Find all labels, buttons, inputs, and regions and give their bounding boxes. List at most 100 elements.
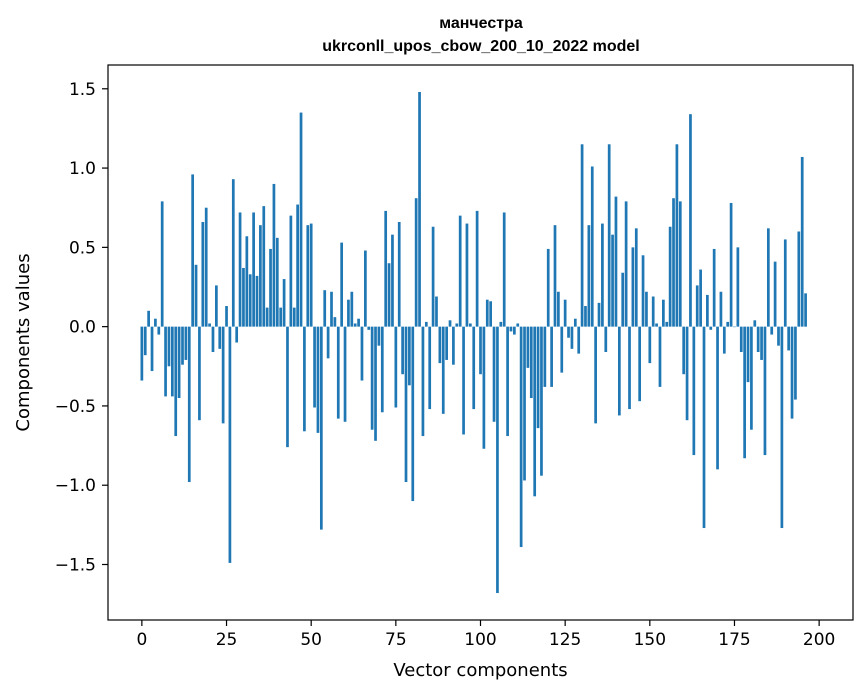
bar-57 — [333, 317, 337, 327]
y-tick-label: 1.5 — [69, 80, 96, 100]
bar-173 — [726, 321, 730, 327]
x-tick-label: 175 — [718, 630, 750, 650]
bar-32 — [248, 274, 252, 327]
bar-83 — [421, 326, 425, 437]
bar-34 — [255, 275, 259, 327]
bar-128 — [573, 318, 577, 327]
bar-175 — [733, 326, 736, 328]
bar-114 — [526, 326, 530, 368]
bar-106 — [499, 321, 503, 327]
bar-154 — [662, 299, 665, 327]
bar-16 — [194, 264, 198, 327]
bar-164 — [695, 285, 699, 327]
bar-86 — [431, 226, 435, 327]
bar-91 — [448, 320, 452, 327]
bar-156 — [668, 226, 672, 327]
bar-176 — [736, 247, 740, 327]
bar-23 — [218, 326, 222, 349]
bar-174 — [729, 202, 733, 327]
bar-152 — [655, 323, 658, 327]
bar-59 — [340, 242, 344, 327]
bar-137 — [604, 326, 608, 353]
bar-78 — [404, 326, 408, 483]
bar-17 — [198, 326, 201, 421]
bar-85 — [428, 326, 432, 410]
bar-122 — [553, 225, 557, 327]
bar-125 — [563, 299, 567, 327]
bar-120 — [546, 248, 550, 327]
bar-79 — [408, 326, 411, 386]
bar-155 — [665, 321, 669, 327]
bar-97 — [468, 323, 472, 327]
bar-148 — [641, 255, 645, 327]
bar-108 — [506, 326, 509, 437]
bar-5 — [157, 326, 161, 335]
bar-180 — [750, 326, 753, 430]
bar-93 — [455, 323, 459, 327]
x-axis-label: Vector components — [393, 660, 567, 681]
bar-62 — [350, 291, 354, 327]
y-tick-label: −1.5 — [55, 556, 96, 576]
bar-192 — [790, 326, 794, 419]
bar-26 — [228, 326, 232, 563]
bar-181 — [753, 320, 757, 327]
bar-2 — [147, 310, 150, 327]
bar-161 — [685, 326, 689, 421]
y-tick-label: 0.5 — [69, 238, 96, 258]
bars-group — [140, 91, 807, 594]
bar-61 — [347, 299, 350, 327]
bar-167 — [706, 294, 709, 327]
bar-151 — [651, 296, 655, 327]
bar-196 — [804, 293, 807, 327]
bar-56 — [330, 291, 333, 327]
x-tick-label: 100 — [464, 630, 496, 650]
bar-190 — [783, 239, 787, 327]
x-tick-label: 50 — [300, 630, 322, 650]
bar-53 — [319, 326, 323, 530]
bar-48 — [303, 326, 306, 432]
bar-66 — [364, 250, 367, 327]
bar-45 — [292, 307, 296, 327]
bar-150 — [648, 326, 652, 364]
y-tick-label: −0.5 — [55, 397, 96, 417]
bar-117 — [536, 326, 540, 429]
bar-29 — [238, 212, 242, 327]
bar-65 — [360, 326, 364, 381]
bar-132 — [587, 225, 591, 327]
bar-6 — [160, 201, 164, 327]
bar-118 — [540, 326, 543, 476]
bar-9 — [170, 326, 174, 397]
bar-133 — [590, 166, 594, 327]
bar-27 — [231, 179, 235, 327]
bar-142 — [621, 272, 625, 327]
bar-193 — [794, 326, 797, 400]
bar-94 — [458, 215, 462, 327]
bar-12 — [181, 326, 184, 365]
bar-112 — [519, 326, 523, 548]
y-axis-label: Components values — [13, 253, 34, 431]
bar-157 — [672, 198, 675, 327]
bar-124 — [560, 326, 564, 373]
x-axis-ticks: 0 25 50 75 100 125 150 175 200 — [136, 620, 835, 650]
bar-1 — [143, 326, 147, 356]
bar-116 — [533, 326, 537, 497]
bar-80 — [411, 326, 415, 502]
bar-15 — [191, 174, 195, 327]
bar-38 — [269, 248, 272, 327]
bar-19 — [204, 207, 208, 327]
bar-7 — [164, 326, 167, 397]
bar-102 — [485, 299, 489, 327]
bar-109 — [509, 326, 513, 332]
y-axis-ticks: −1.5 −1.0 −0.5 0.0 0.5 1.0 1.5 — [55, 80, 108, 576]
bar-28 — [235, 326, 239, 343]
bar-51 — [313, 326, 316, 408]
bar-144 — [628, 326, 631, 410]
bar-99 — [475, 210, 479, 327]
bar-149 — [645, 291, 648, 327]
bar-103 — [489, 301, 493, 327]
bar-3 — [150, 326, 154, 372]
bar-104 — [492, 326, 496, 422]
bar-42 — [282, 279, 286, 327]
